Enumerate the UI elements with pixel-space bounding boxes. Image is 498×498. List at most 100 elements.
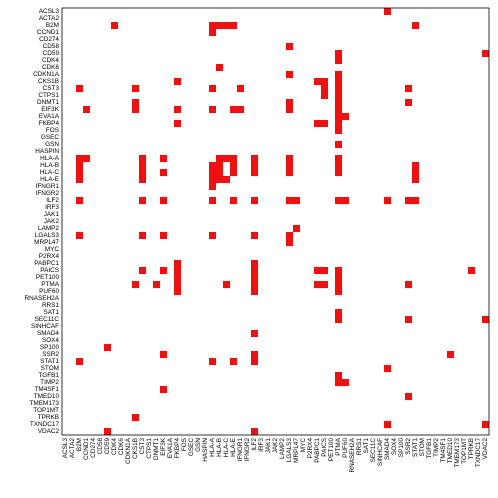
cell: [356, 141, 363, 148]
cell: [272, 421, 279, 428]
cell: [426, 407, 433, 414]
cell: [76, 50, 83, 57]
cell: [384, 260, 391, 267]
cell: [97, 127, 104, 134]
cell: [139, 302, 146, 309]
cell: [440, 8, 447, 15]
cell: [244, 316, 251, 323]
cell: [300, 351, 307, 358]
cell: [342, 302, 349, 309]
cell: [454, 379, 461, 386]
cell: [391, 379, 398, 386]
cell: [356, 99, 363, 106]
cell: [132, 323, 139, 330]
cell: [223, 162, 230, 169]
cell: [90, 274, 97, 281]
cell: [251, 267, 259, 275]
cell: [272, 85, 279, 92]
cell: [230, 197, 238, 205]
cell: [223, 309, 230, 316]
cell: [202, 36, 209, 43]
cell: [398, 372, 405, 379]
cell: [230, 428, 237, 435]
cell: [90, 239, 97, 246]
cell: [321, 99, 328, 106]
cell: [244, 267, 251, 274]
cell: [433, 225, 440, 232]
cell: [265, 414, 272, 421]
cell: [447, 176, 454, 183]
cell: [132, 414, 140, 422]
x-tick-label: HLA-B: [216, 438, 223, 457]
cell: [153, 393, 160, 400]
cell: [405, 155, 412, 162]
cell: [265, 57, 272, 64]
cell: [167, 428, 174, 435]
cell: [447, 414, 454, 421]
cell: [104, 260, 111, 267]
cell: [293, 50, 300, 57]
cell: [160, 358, 167, 365]
cell: [419, 15, 426, 22]
cell: [475, 155, 482, 162]
cell: [139, 36, 146, 43]
cell: [181, 92, 188, 99]
cell: [97, 393, 104, 400]
cell: [251, 8, 258, 15]
cell: [188, 120, 195, 127]
cell: [223, 316, 230, 323]
cell: [174, 169, 181, 176]
cell: [370, 29, 377, 36]
cell: [335, 421, 342, 428]
cell: [398, 337, 405, 344]
cell: [167, 113, 174, 120]
cell: [216, 183, 223, 190]
cell: [146, 57, 153, 64]
cell: [447, 316, 454, 323]
cell: [160, 155, 168, 163]
cell: [391, 232, 398, 239]
cell: [202, 50, 209, 57]
cell: [349, 197, 356, 204]
cell: [90, 113, 97, 120]
y-tick-label: CDK4: [42, 57, 59, 64]
cell: [356, 85, 363, 92]
cell: [398, 407, 405, 414]
cell: [125, 267, 132, 274]
cell: [307, 309, 314, 316]
cell: [230, 225, 237, 232]
cell: [482, 372, 489, 379]
cell: [447, 246, 454, 253]
cell: [216, 407, 223, 414]
cell: [174, 15, 181, 22]
cell: [69, 22, 76, 29]
cell: [419, 225, 426, 232]
cell: [90, 211, 97, 218]
cell: [188, 267, 195, 274]
cell: [174, 225, 181, 232]
cell: [181, 43, 188, 50]
cell: [265, 85, 272, 92]
cell: [482, 274, 489, 281]
cell: [349, 36, 356, 43]
cell: [97, 36, 104, 43]
cell: [125, 386, 132, 393]
cell: [461, 386, 468, 393]
cell: [440, 113, 447, 120]
cell: [258, 134, 265, 141]
cell: [447, 106, 454, 113]
cell: [370, 120, 377, 127]
cell: [174, 57, 181, 64]
cell: [139, 197, 147, 205]
cell: [293, 169, 300, 176]
cell: [146, 169, 153, 176]
cell: [174, 393, 181, 400]
heatmap-cells: [69, 8, 490, 436]
cell: [69, 344, 76, 351]
cell: [398, 134, 405, 141]
cell: [468, 386, 475, 393]
cell: [272, 211, 279, 218]
cell: [321, 15, 328, 22]
cell: [440, 78, 447, 85]
